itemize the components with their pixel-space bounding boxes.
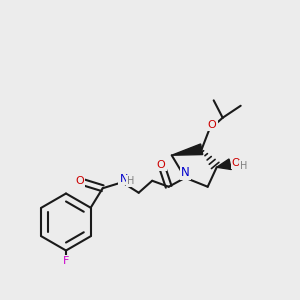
- Text: H: H: [240, 161, 247, 171]
- Text: N: N: [181, 166, 190, 179]
- Polygon shape: [172, 144, 203, 155]
- Text: H: H: [127, 176, 134, 186]
- Text: O: O: [208, 120, 217, 130]
- Text: O: O: [75, 176, 84, 186]
- Text: F: F: [63, 256, 69, 266]
- Text: O: O: [232, 158, 241, 168]
- Polygon shape: [217, 159, 231, 169]
- Text: O: O: [157, 160, 166, 170]
- Text: N: N: [119, 174, 128, 184]
